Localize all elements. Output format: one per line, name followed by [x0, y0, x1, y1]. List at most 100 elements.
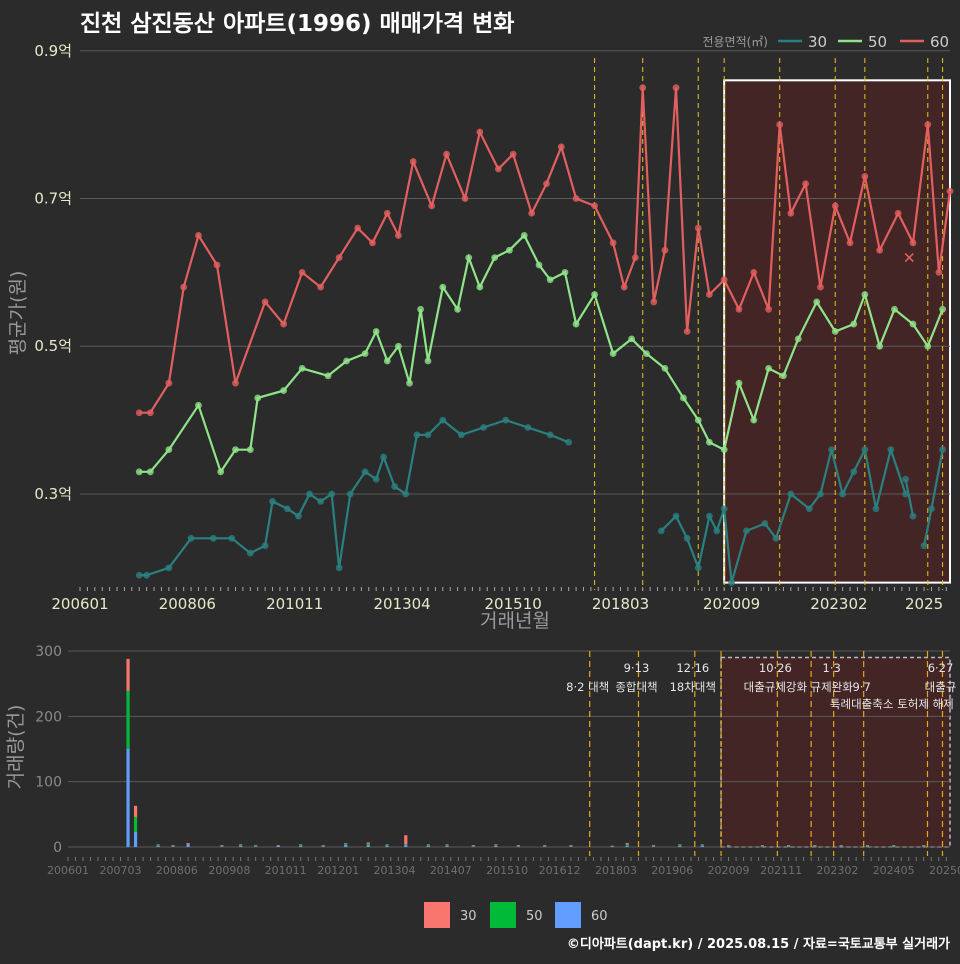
price-point-60 — [383, 209, 391, 217]
price-point-30 — [269, 497, 276, 505]
volume-bar-30 — [126, 658, 130, 691]
price-x-tick-label: 200806 — [159, 595, 216, 613]
price-point-30 — [728, 579, 735, 587]
volume-x-tick-label: 200601 — [47, 864, 89, 877]
volume-y-tick-label: 0 — [53, 840, 62, 856]
price-point-50 — [491, 254, 499, 261]
price-point-30 — [902, 475, 909, 483]
volume-policy-annotation: 9·13 — [624, 661, 650, 675]
volume-bar-30 — [186, 843, 190, 845]
volume-bar-60 — [344, 845, 348, 847]
price-legend-label-30: 30 — [808, 33, 827, 51]
volume-x-tick-label: 201407 — [430, 864, 472, 877]
volume-bar-60 — [569, 846, 573, 847]
price-point-60 — [935, 268, 943, 276]
price-point-30 — [565, 438, 573, 446]
price-legend-label-60: 60 — [930, 33, 949, 51]
price-point-60 — [213, 261, 221, 269]
volume-y-tick-label: 200 — [35, 709, 62, 725]
price-point-30 — [928, 505, 935, 513]
price-point-30 — [694, 564, 702, 572]
price-point-60 — [146, 409, 154, 417]
price-point-50 — [735, 379, 743, 387]
price-point-50 — [454, 305, 462, 313]
price-legend-label-50: 50 — [868, 33, 887, 51]
price-point-60 — [494, 165, 502, 173]
volume-x-tick-label: 201510 — [486, 864, 528, 877]
volume-x-tick-label: 200806 — [156, 864, 198, 877]
price-point-50 — [661, 365, 669, 372]
price-point-30 — [909, 512, 917, 520]
price-point-30 — [720, 505, 728, 513]
volume-policy-annotation: 9·7 — [853, 680, 871, 694]
volume-bar-60 — [813, 846, 817, 847]
price-x-tick-label: 202302 — [810, 595, 867, 613]
price-point-50 — [831, 328, 839, 335]
volume-bar-30 — [610, 845, 614, 847]
volume-bar-30 — [543, 845, 547, 846]
price-point-50 — [298, 365, 306, 372]
price-point-60 — [909, 239, 917, 247]
volume-legend-label-50: 50 — [526, 909, 543, 924]
volume-bar-60 — [220, 846, 224, 847]
price-point-50 — [417, 305, 424, 313]
volume-bar-60 — [385, 845, 389, 847]
price-point-60 — [394, 232, 402, 239]
price-point-60 — [924, 121, 932, 129]
volume-bar-50 — [156, 845, 160, 846]
volume-x-tick-label: 201906 — [651, 864, 693, 877]
price-point-30 — [246, 549, 254, 557]
volume-bar-30 — [404, 835, 408, 845]
volume-bar-30 — [813, 845, 817, 846]
price-point-30 — [165, 564, 173, 572]
volume-bar-50 — [787, 845, 791, 847]
volume-legend-key-50 — [490, 902, 516, 928]
volume-legend-key-60 — [555, 902, 581, 928]
volume-policy-annotation: 18차대책 — [670, 680, 716, 694]
price-point-50 — [750, 416, 758, 424]
price-point-60 — [720, 276, 728, 284]
volume-policy-annotation: 종합대책 — [615, 680, 657, 694]
price-point-60 — [661, 246, 669, 254]
volume-bar-60 — [471, 846, 475, 847]
volume-bar-30 — [299, 844, 303, 846]
volume-policy-annotation: 10·26 — [759, 661, 792, 675]
price-point-50 — [343, 357, 350, 365]
price-point-60 — [846, 239, 854, 247]
price-point-50 — [924, 342, 932, 350]
price-point-30 — [939, 446, 946, 454]
price-point-30 — [328, 490, 336, 498]
volume-bar-60 — [276, 845, 280, 847]
price-point-60 — [735, 305, 743, 313]
volume-x-tick-label: 201612 — [539, 864, 581, 877]
price-point-30 — [480, 424, 487, 431]
price-point-60 — [683, 328, 691, 335]
volume-bar-50 — [494, 845, 498, 846]
volume-bar-30 — [220, 845, 224, 846]
volume-bar-50 — [321, 845, 325, 847]
price-point-30 — [439, 416, 447, 424]
price-legend-title: 전용면적(㎡) — [702, 35, 768, 49]
price-point-50 — [246, 446, 254, 454]
price-point-60 — [180, 283, 188, 291]
price-point-30 — [772, 534, 780, 542]
volume-bar-60 — [366, 845, 370, 847]
price-point-50 — [165, 446, 173, 454]
price-point-50 — [465, 254, 473, 261]
price-point-30 — [413, 431, 421, 439]
price-point-50 — [476, 283, 484, 291]
volume-bar-50 — [516, 845, 520, 847]
volume-bar-50 — [471, 845, 475, 847]
price-point-30 — [283, 505, 291, 513]
volume-bar-60 — [254, 846, 258, 847]
price-point-50 — [876, 342, 884, 350]
price-point-50 — [794, 335, 802, 343]
price-y-tick-label: 0.9억 — [34, 42, 72, 60]
price-point-30 — [657, 527, 665, 535]
price-point-50 — [546, 276, 554, 284]
volume-policy-annotation: 토허제 해제 — [897, 697, 954, 711]
volume-bar-30 — [471, 845, 475, 846]
price-x-tick-label: 201011 — [266, 595, 323, 613]
price-point-60 — [705, 291, 713, 298]
